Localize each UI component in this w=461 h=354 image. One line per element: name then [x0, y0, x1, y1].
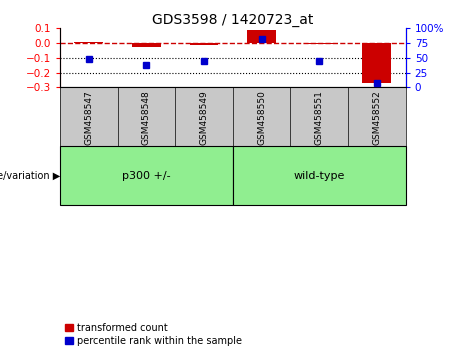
Title: GDS3598 / 1420723_at: GDS3598 / 1420723_at: [152, 13, 313, 27]
Legend: transformed count, percentile rank within the sample: transformed count, percentile rank withi…: [65, 323, 242, 346]
Text: p300 +/-: p300 +/-: [122, 171, 171, 181]
Text: genotype/variation ▶: genotype/variation ▶: [0, 171, 60, 181]
Text: GSM458552: GSM458552: [372, 90, 381, 145]
Bar: [60, 146, 233, 205]
Bar: [74, 41, 103, 43]
Text: GSM458550: GSM458550: [257, 90, 266, 145]
Bar: [247, 30, 276, 43]
Text: GSM458551: GSM458551: [315, 90, 324, 145]
Text: GSM458548: GSM458548: [142, 90, 151, 145]
Text: wild-type: wild-type: [294, 171, 345, 181]
Bar: [305, 43, 334, 44]
Text: GSM458549: GSM458549: [200, 90, 208, 145]
Bar: [132, 43, 161, 47]
Bar: [189, 43, 219, 45]
Text: GSM458547: GSM458547: [84, 90, 93, 145]
Bar: [233, 146, 406, 205]
Bar: [362, 43, 391, 83]
